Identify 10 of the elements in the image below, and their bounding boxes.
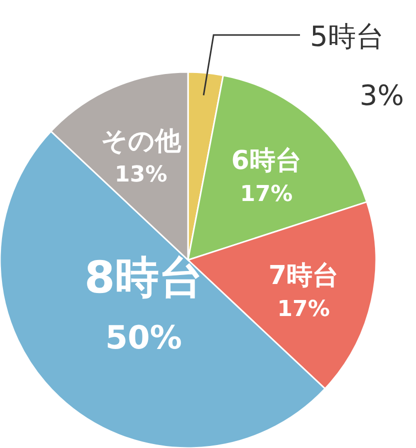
data-label: 17% xyxy=(277,296,330,322)
data-label: 13% xyxy=(114,162,168,188)
data-label: 17% xyxy=(240,182,293,208)
data-label: 50% xyxy=(105,318,182,357)
data-label: 3% xyxy=(360,79,404,112)
slice-label: その他 xyxy=(100,126,182,156)
slice-label: 7時台 xyxy=(268,260,339,291)
slice-label: 8時台 xyxy=(84,252,203,304)
slice-label: 6時台 xyxy=(231,146,302,176)
slice-label: 5時台 xyxy=(310,20,384,53)
